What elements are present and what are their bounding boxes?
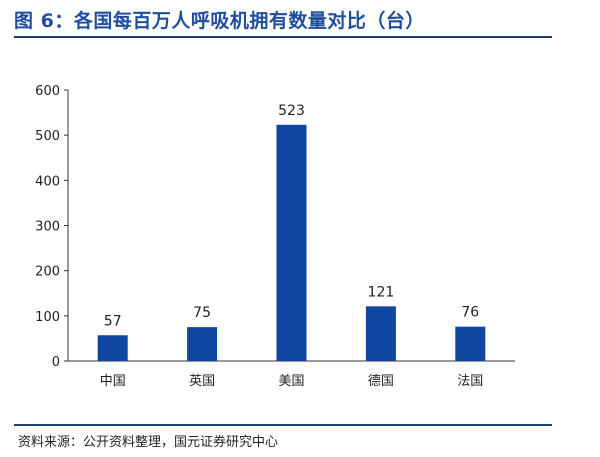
bottom-divider (14, 424, 552, 426)
category-label: 法国 (457, 374, 483, 389)
y-tick-label: 500 (35, 129, 60, 144)
bar-4 (455, 326, 486, 361)
data-label: 121 (368, 284, 395, 300)
y-tick-label: 200 (35, 265, 60, 280)
bar-1 (187, 327, 218, 361)
category-label: 中国 (100, 374, 126, 389)
y-tick-label: 400 (35, 174, 60, 189)
bar-0 (97, 335, 128, 361)
source-note: 资料来源：公开资料整理，国元证券研究中心 (18, 435, 279, 450)
y-tick-label: 300 (35, 220, 60, 235)
data-label: 75 (193, 305, 211, 321)
data-label: 523 (278, 103, 305, 119)
category-label: 美国 (278, 374, 304, 389)
top-divider (14, 36, 552, 38)
category-label: 英国 (189, 374, 215, 389)
bar-chart: 0 100 200 300 400 500 600 57 中国 75 英国 523 美国 121 德国 76 法… (35, 84, 515, 389)
y-tick-label: 0 (52, 355, 60, 370)
category-label: 德国 (368, 374, 394, 389)
bar-3 (365, 306, 396, 361)
bar-2 (276, 124, 307, 361)
data-label: 76 (461, 305, 479, 321)
y-tick-label: 600 (35, 84, 60, 99)
data-label: 57 (104, 313, 122, 329)
y-tick-label: 100 (35, 310, 60, 325)
figure-title: 图 6：各国每百万人呼吸机拥有数量对比（台） (14, 10, 425, 32)
